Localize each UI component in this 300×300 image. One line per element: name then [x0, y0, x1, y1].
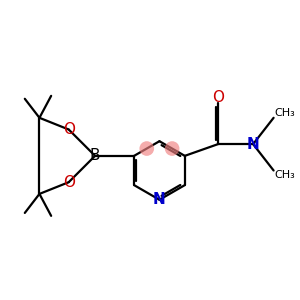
Text: B: B — [90, 148, 100, 164]
Text: CH₃: CH₃ — [274, 170, 295, 180]
Circle shape — [140, 141, 154, 156]
Text: O: O — [212, 90, 224, 105]
Text: O: O — [63, 175, 75, 190]
Text: N: N — [247, 136, 260, 152]
Text: CH₃: CH₃ — [274, 108, 295, 118]
Text: O: O — [63, 122, 75, 137]
Text: N: N — [153, 192, 166, 207]
Circle shape — [165, 141, 179, 156]
